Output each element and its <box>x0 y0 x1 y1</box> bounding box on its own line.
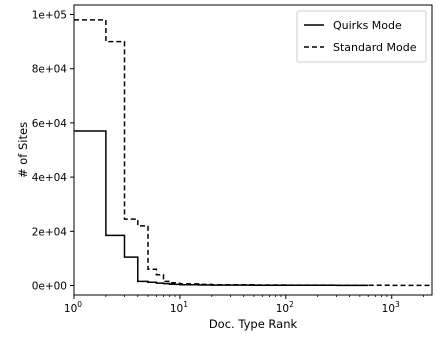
legend-label-quirks: Quirks Mode <box>333 19 402 32</box>
x-tick-label-base: 10 <box>276 303 289 315</box>
legend: Quirks Mode Standard Mode <box>296 10 427 63</box>
y-tick-label: 4e+04 <box>32 172 68 184</box>
x-tick-label-base: 10 <box>170 303 183 315</box>
series-line-quirks-mode <box>74 130 369 287</box>
y-tick-label: 2e+04 <box>32 226 68 238</box>
x-tick-label: 101 <box>170 300 188 315</box>
series-line-standard-mode <box>74 19 432 287</box>
plot-frame <box>73 4 433 296</box>
legend-label-standard: Standard Mode <box>333 41 417 54</box>
y-tick-label: 8e+04 <box>32 64 68 76</box>
x-tick-label: 102 <box>276 300 294 315</box>
x-tick-label-exponent: 2 <box>289 300 294 309</box>
x-tick-label-exponent: 1 <box>183 300 188 309</box>
x-tick-label-exponent: 3 <box>395 300 400 309</box>
x-tick-label: 100 <box>64 300 82 315</box>
y-tick-label: 1e+05 <box>32 9 67 21</box>
x-tick-label-base: 10 <box>64 303 77 315</box>
legend-box <box>296 10 427 63</box>
series-layer <box>74 19 432 287</box>
y-tick-label: 0e+00 <box>32 281 67 293</box>
x-axis-title: Doc. Type Rank <box>209 317 298 331</box>
y-tick-label: 6e+04 <box>32 118 68 130</box>
x-tick-label-base: 10 <box>382 303 395 315</box>
y-axis-title: # of Sites <box>16 122 30 178</box>
x-tick-label-exponent: 0 <box>77 300 82 309</box>
x-tick-label: 103 <box>382 300 400 315</box>
